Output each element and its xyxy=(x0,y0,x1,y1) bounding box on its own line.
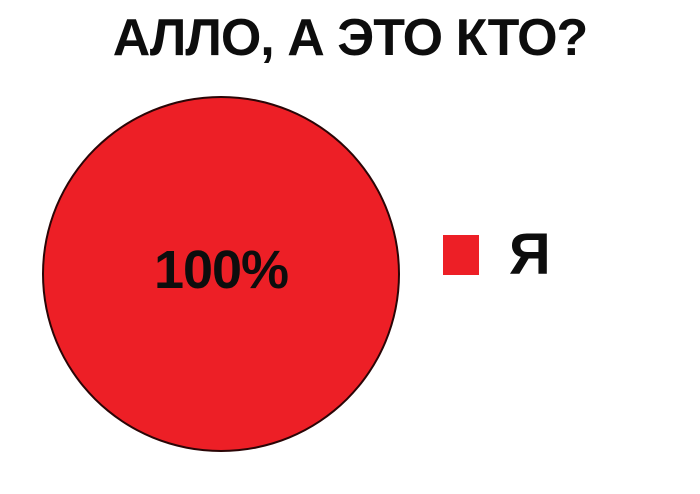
chart-legend: Я xyxy=(443,226,551,284)
pie-slice-100-percent: 100% xyxy=(42,96,400,452)
chart-title: АЛЛО, А ЭТО КТО? xyxy=(112,9,589,67)
legend-label: Я xyxy=(509,222,551,287)
pie-data-label: 100% xyxy=(153,240,289,300)
legend-item: Я xyxy=(443,226,551,284)
legend-swatch-icon xyxy=(443,235,479,275)
